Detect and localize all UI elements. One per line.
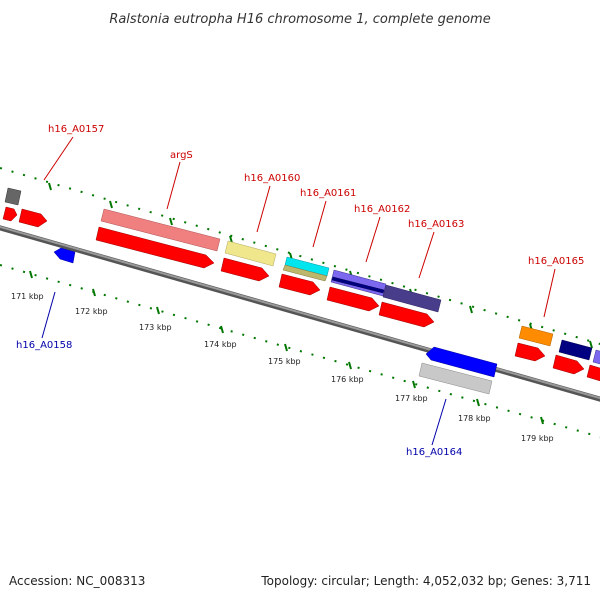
tick-label: 171 kbp [11,292,44,301]
cds-arrow[interactable] [586,364,600,383]
gene-label[interactable]: h16_A0162 [354,204,410,215]
gene-arrow[interactable] [100,208,221,252]
gene-label[interactable]: h16_A0157 [48,124,104,135]
gene-arrow[interactable] [331,276,385,294]
tick-label: 174 kbp [204,340,237,349]
tick-label: 173 kbp [139,323,172,332]
cds-arrow[interactable] [552,354,585,375]
gene-arrow[interactable] [224,240,277,267]
tick-labels: 171 kbp 172 kbp 173 kbp 174 kbp 175 kbp … [11,292,554,443]
gene-label[interactable]: h16_A0161 [300,188,356,199]
cds-arrow[interactable] [220,257,270,282]
gene-arrow[interactable] [592,349,600,366]
map-title: Ralstonia eutropha H16 chromosome 1, com… [109,12,490,27]
gene-label[interactable]: h16_A0163 [408,219,464,230]
cds-arrow[interactable] [326,286,380,312]
gene-arrow[interactable] [282,264,328,282]
tick-label: 176 kbp [331,375,364,384]
topology-text: Topology: circular; Length: 4,052,032 bp… [261,574,591,588]
genome-backbone [0,225,600,402]
gene-arrow[interactable] [558,339,593,361]
gene-arrow[interactable] [518,325,554,347]
tick-label: 178 kbp [458,414,491,423]
gene-label[interactable]: h16_A0165 [528,256,584,267]
gene-arrow[interactable] [4,187,22,206]
feature-track-forward-outer [4,187,600,366]
gene-label[interactable]: h16_A0160 [244,173,300,184]
cds-arrow[interactable] [18,208,48,228]
cds-arrow[interactable] [95,226,215,269]
inner-tick-track [0,264,600,438]
cds-arrow[interactable] [425,346,498,378]
cds-arrow[interactable] [514,342,546,362]
accession-text: Accession: NC_008313 [9,574,146,588]
tick-label: 175 kbp [268,357,301,366]
gene-label[interactable]: h16_A0158 [16,340,72,351]
feature-track-forward-cds [2,206,600,383]
cds-arrow[interactable] [53,247,76,264]
gene-arrow[interactable] [382,284,442,313]
tick-label: 179 kbp [521,434,554,443]
cds-arrow[interactable] [378,301,435,328]
gene-label[interactable]: h16_A0164 [406,447,462,458]
tick-label: 177 kbp [395,394,428,403]
feature-track-reverse [53,247,498,395]
gene-arrow[interactable] [418,362,493,395]
cds-arrow[interactable] [278,273,321,296]
tick-label: 172 kbp [75,307,108,316]
cds-arrow[interactable] [2,206,18,222]
gene-labels: h16_A0157 argS h16_A0160 h16_A0161 h16_A… [16,124,584,458]
label-leaders [41,136,556,446]
gene-label[interactable]: argS [170,150,193,161]
